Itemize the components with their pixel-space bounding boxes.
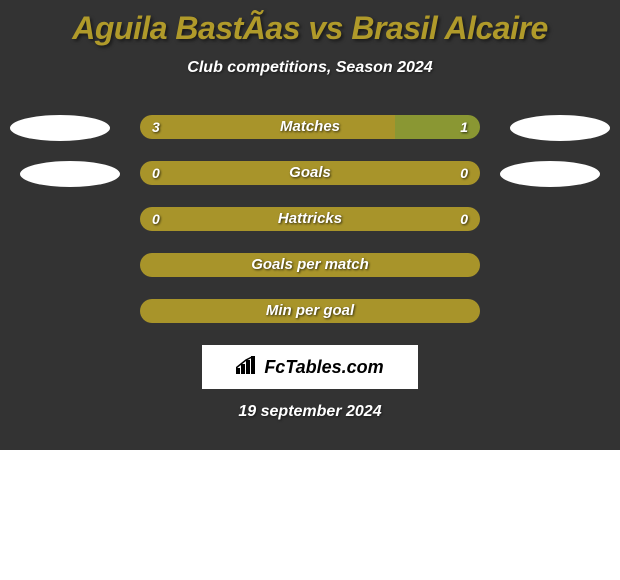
stat-label: Matches: [280, 115, 340, 139]
stat-value-left: 0: [152, 207, 160, 231]
stat-bar-row: Goals per match: [0, 253, 620, 277]
stat-bar-row: Matches 3 1: [0, 115, 620, 139]
logo-label: FcTables.com: [264, 357, 383, 378]
stat-label: Goals: [289, 161, 331, 185]
stat-label: Hattricks: [278, 207, 342, 231]
stat-bar-container: Goals per match: [140, 253, 480, 277]
stat-bar-row: Hattricks 0 0: [0, 207, 620, 231]
stat-label: Goals per match: [251, 253, 369, 277]
stat-value-right: 1: [460, 115, 468, 139]
stat-bar-container: Matches 3 1: [140, 115, 480, 139]
logo-box[interactable]: FcTables.com: [202, 345, 418, 389]
stat-bar-left: [140, 115, 395, 139]
page-title: Aguila BastÃ­as vs Brasil Alcaire: [0, 10, 620, 47]
stat-bar-container: Hattricks 0 0: [140, 207, 480, 231]
main-container: Aguila BastÃ­as vs Brasil Alcaire Club c…: [0, 0, 620, 450]
stat-label: Min per goal: [266, 299, 354, 323]
stat-bar-container: Min per goal: [140, 299, 480, 323]
bars-section: Matches 3 1 Goals 0 0 Hattricks 0 0 Goals per mat…: [0, 115, 620, 323]
subtitle: Club competitions, Season 2024: [0, 59, 620, 77]
stat-value-right: 0: [460, 207, 468, 231]
stat-bar-row: Min per goal: [0, 299, 620, 323]
stat-value-right: 0: [460, 161, 468, 185]
chart-icon: [236, 356, 258, 379]
stat-value-left: 3: [152, 115, 160, 139]
date-text: 19 september 2024: [0, 403, 620, 421]
stat-value-left: 0: [152, 161, 160, 185]
stat-bar-row: Goals 0 0: [0, 161, 620, 185]
logo-text: FcTables.com: [236, 356, 383, 379]
stat-bar-container: Goals 0 0: [140, 161, 480, 185]
